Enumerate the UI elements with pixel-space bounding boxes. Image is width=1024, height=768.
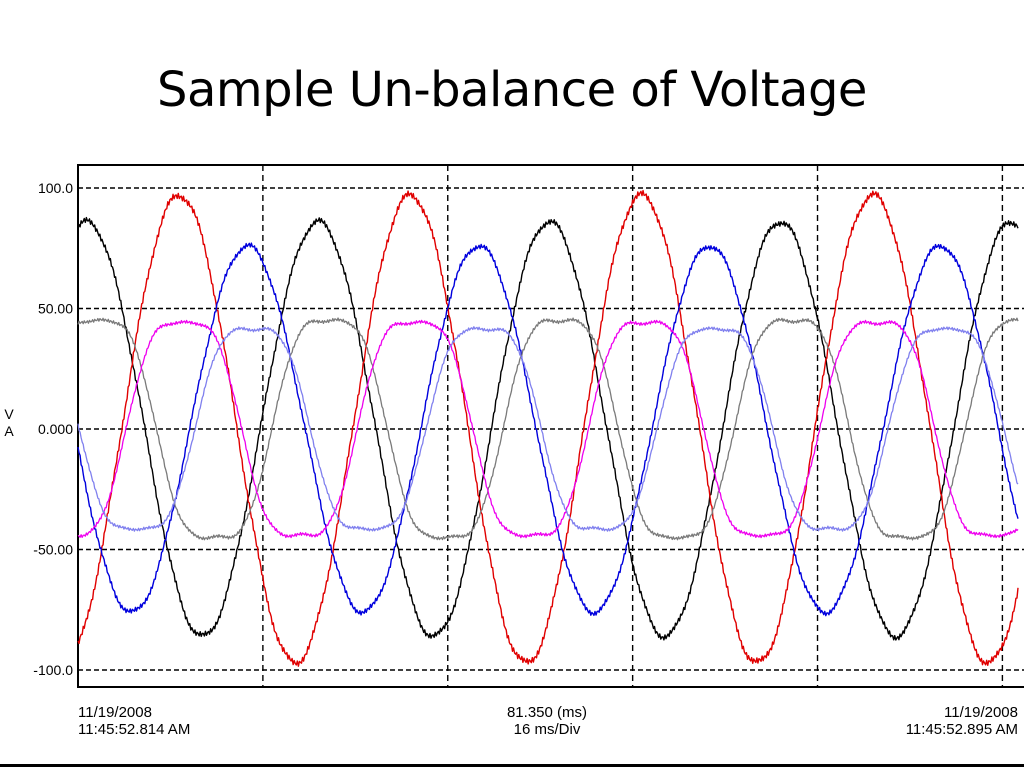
- series-trace: [77, 326, 1019, 532]
- series-trace: [77, 216, 1019, 641]
- footer-start-time: 11:45:52.814 AM: [78, 721, 191, 738]
- plot-grid: [78, 165, 1024, 687]
- footer-span-ms: 81.350 (ms): [506, 704, 588, 721]
- series-trace: [77, 317, 1019, 541]
- waveform-traces: [77, 189, 1019, 667]
- footer-start: 11/19/2008 11:45:52.814 AM: [78, 704, 190, 738]
- footer-end-time: 11:45:52.895 AM: [905, 721, 1018, 738]
- y-tick-label: -50.00: [33, 542, 73, 558]
- series-trace: [77, 242, 1019, 617]
- oscilloscope-chart: 100.0 50.00 0.000 -50.00 -100.0 VA: [4, 164, 1024, 688]
- footer-end-date: 11/19/2008: [944, 704, 1018, 721]
- footer-span: 81.350 (ms) 16 ms/Div: [447, 704, 647, 738]
- y-tick-label: 50.00: [38, 301, 73, 317]
- y-tick-label: 0.000: [38, 421, 73, 437]
- y-axis-label: V: [4, 406, 14, 422]
- footer-start-date: 11/19/2008: [78, 704, 152, 721]
- series-trace: [77, 319, 1019, 539]
- slide-title: Sample Un-balance of Voltage: [157, 62, 867, 118]
- slide-bottom-rule: [0, 764, 1024, 767]
- series-trace: [77, 189, 1019, 667]
- footer-division: 16 ms/Div: [513, 721, 581, 738]
- y-axis: 100.0 50.00 0.000 -50.00 -100.0 VA: [4, 180, 73, 678]
- y-tick-label: -100.0: [33, 662, 73, 678]
- footer-end: 11/19/2008 11:45:52.895 AM: [906, 704, 1018, 738]
- y-axis-label: A: [4, 423, 14, 439]
- y-tick-label: 100.0: [38, 180, 73, 196]
